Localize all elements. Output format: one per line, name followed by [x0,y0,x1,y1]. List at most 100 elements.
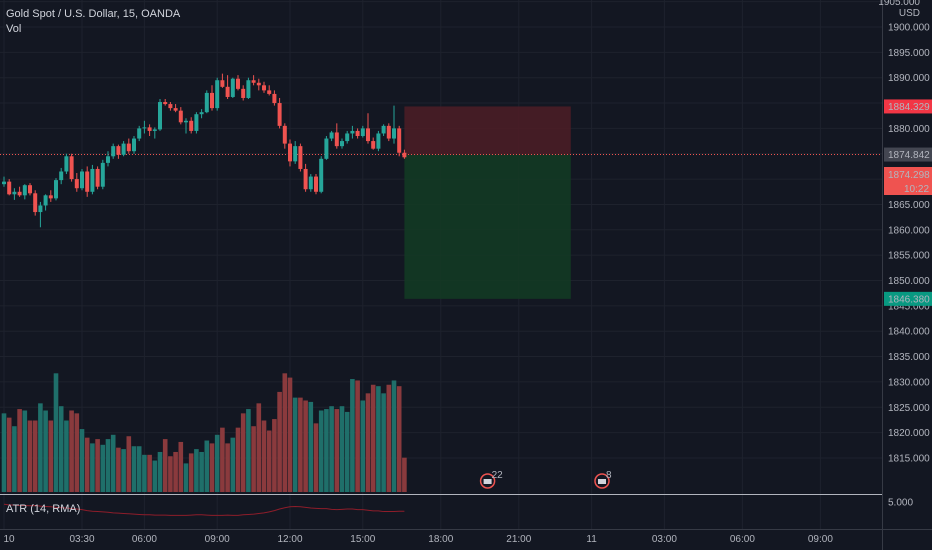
candle-body [147,127,152,131]
volume-bar [79,429,85,492]
candle-body [12,191,17,195]
volume-bar [194,449,199,492]
time-tick-label: 09:00 [205,534,230,545]
candle-body [308,176,313,190]
current-price-box [884,147,932,162]
last-price-box [884,167,932,195]
candle-body [137,128,142,139]
volume-bar [318,410,324,492]
atr-tick-label: 5.000 [888,498,913,509]
candle-body [85,171,90,192]
candle-body [319,158,324,192]
volume-bar [344,411,350,492]
candle-body [277,103,282,126]
volume-bar [251,426,256,492]
price-tick-label: 1860.000 [888,225,930,236]
volume-bar [142,454,147,492]
price-tick-label: 1905.000 [878,0,920,8]
candle-body [158,102,162,130]
volume-bar [116,447,121,492]
candle-body [80,171,84,189]
volume-bar [95,439,100,492]
volume-bar [282,373,288,492]
candle-body [168,104,173,109]
candle-body [350,130,355,134]
volume-bar [6,417,12,492]
price-tick-label: 1855.000 [888,251,930,262]
volume-bar [69,410,74,492]
volume-bar [272,419,277,492]
volume-bar [22,410,28,492]
candle-body [95,168,100,187]
take-profit-price-box [884,291,932,306]
candle-body [210,92,214,109]
volume-bar [246,409,251,492]
candle-body [43,195,48,206]
candle-body [293,146,298,162]
candle-body [314,176,318,192]
volume-bar [90,443,95,492]
volume-bar [277,391,282,492]
volume-bar [74,413,80,492]
candle-body [225,86,230,97]
candle-body [329,132,334,139]
volume-bar [121,449,126,492]
candle-body [17,191,22,196]
last-price: 1874.298 [888,170,930,181]
current-price: 1874.842 [888,150,930,161]
atr-legend[interactable]: ATR (14, RMA) [6,503,81,515]
candle-body [298,146,303,169]
price-tick-label: 1900.000 [888,23,930,34]
candle-body [38,205,43,213]
volume-bar [313,423,319,492]
volume-bar [12,426,17,492]
volume-bar [324,409,329,492]
candle-body [251,80,256,83]
candle-body [355,130,360,137]
candle-body [116,146,121,155]
volume-bar [402,457,407,492]
volume-bar [329,406,334,492]
candle-body [204,92,209,113]
candle-body [7,181,12,195]
price-tick-label: 1825.000 [888,403,930,414]
candle-body [163,102,168,105]
volume-bar [355,380,360,492]
volume-bar [376,386,381,492]
volume-bar [64,420,69,492]
volume-legend[interactable]: Vol [6,23,22,35]
candle-body [334,132,339,147]
stop-loss-zone [404,106,571,155]
candle-body [236,78,240,89]
event-count: 22 [492,470,504,481]
volume-bar [136,446,142,492]
candle-body [59,171,64,181]
volume-bar [334,409,340,492]
stop-loss-price-box [884,99,932,114]
candle-body [392,128,396,139]
time-tick-label: 11 [586,534,597,545]
candle-body [262,85,266,91]
volume-bar [225,443,230,492]
candle-body [288,143,292,162]
candle-body [121,143,126,155]
candle-body [220,80,225,87]
candle-body [303,168,308,190]
flag-icon [598,479,606,484]
candle-body [189,120,194,131]
time-tick-label: 03:00 [652,534,677,545]
volume-bar [173,451,178,492]
volume-bar [209,443,215,492]
volume-bar [38,403,43,492]
price-tick-label: 1835.000 [888,352,930,363]
symbol-title[interactable]: Gold Spot / U.S. Dollar, 15, OANDA [6,8,181,20]
candle-body [126,143,131,152]
atr-line [3,503,405,516]
candle-body [106,156,110,163]
candle-body [267,90,272,94]
price-tick-label: 1865.000 [888,200,930,211]
price-tick-label: 1895.000 [888,48,930,59]
candle-body [100,162,105,187]
volume-bar [27,420,33,492]
